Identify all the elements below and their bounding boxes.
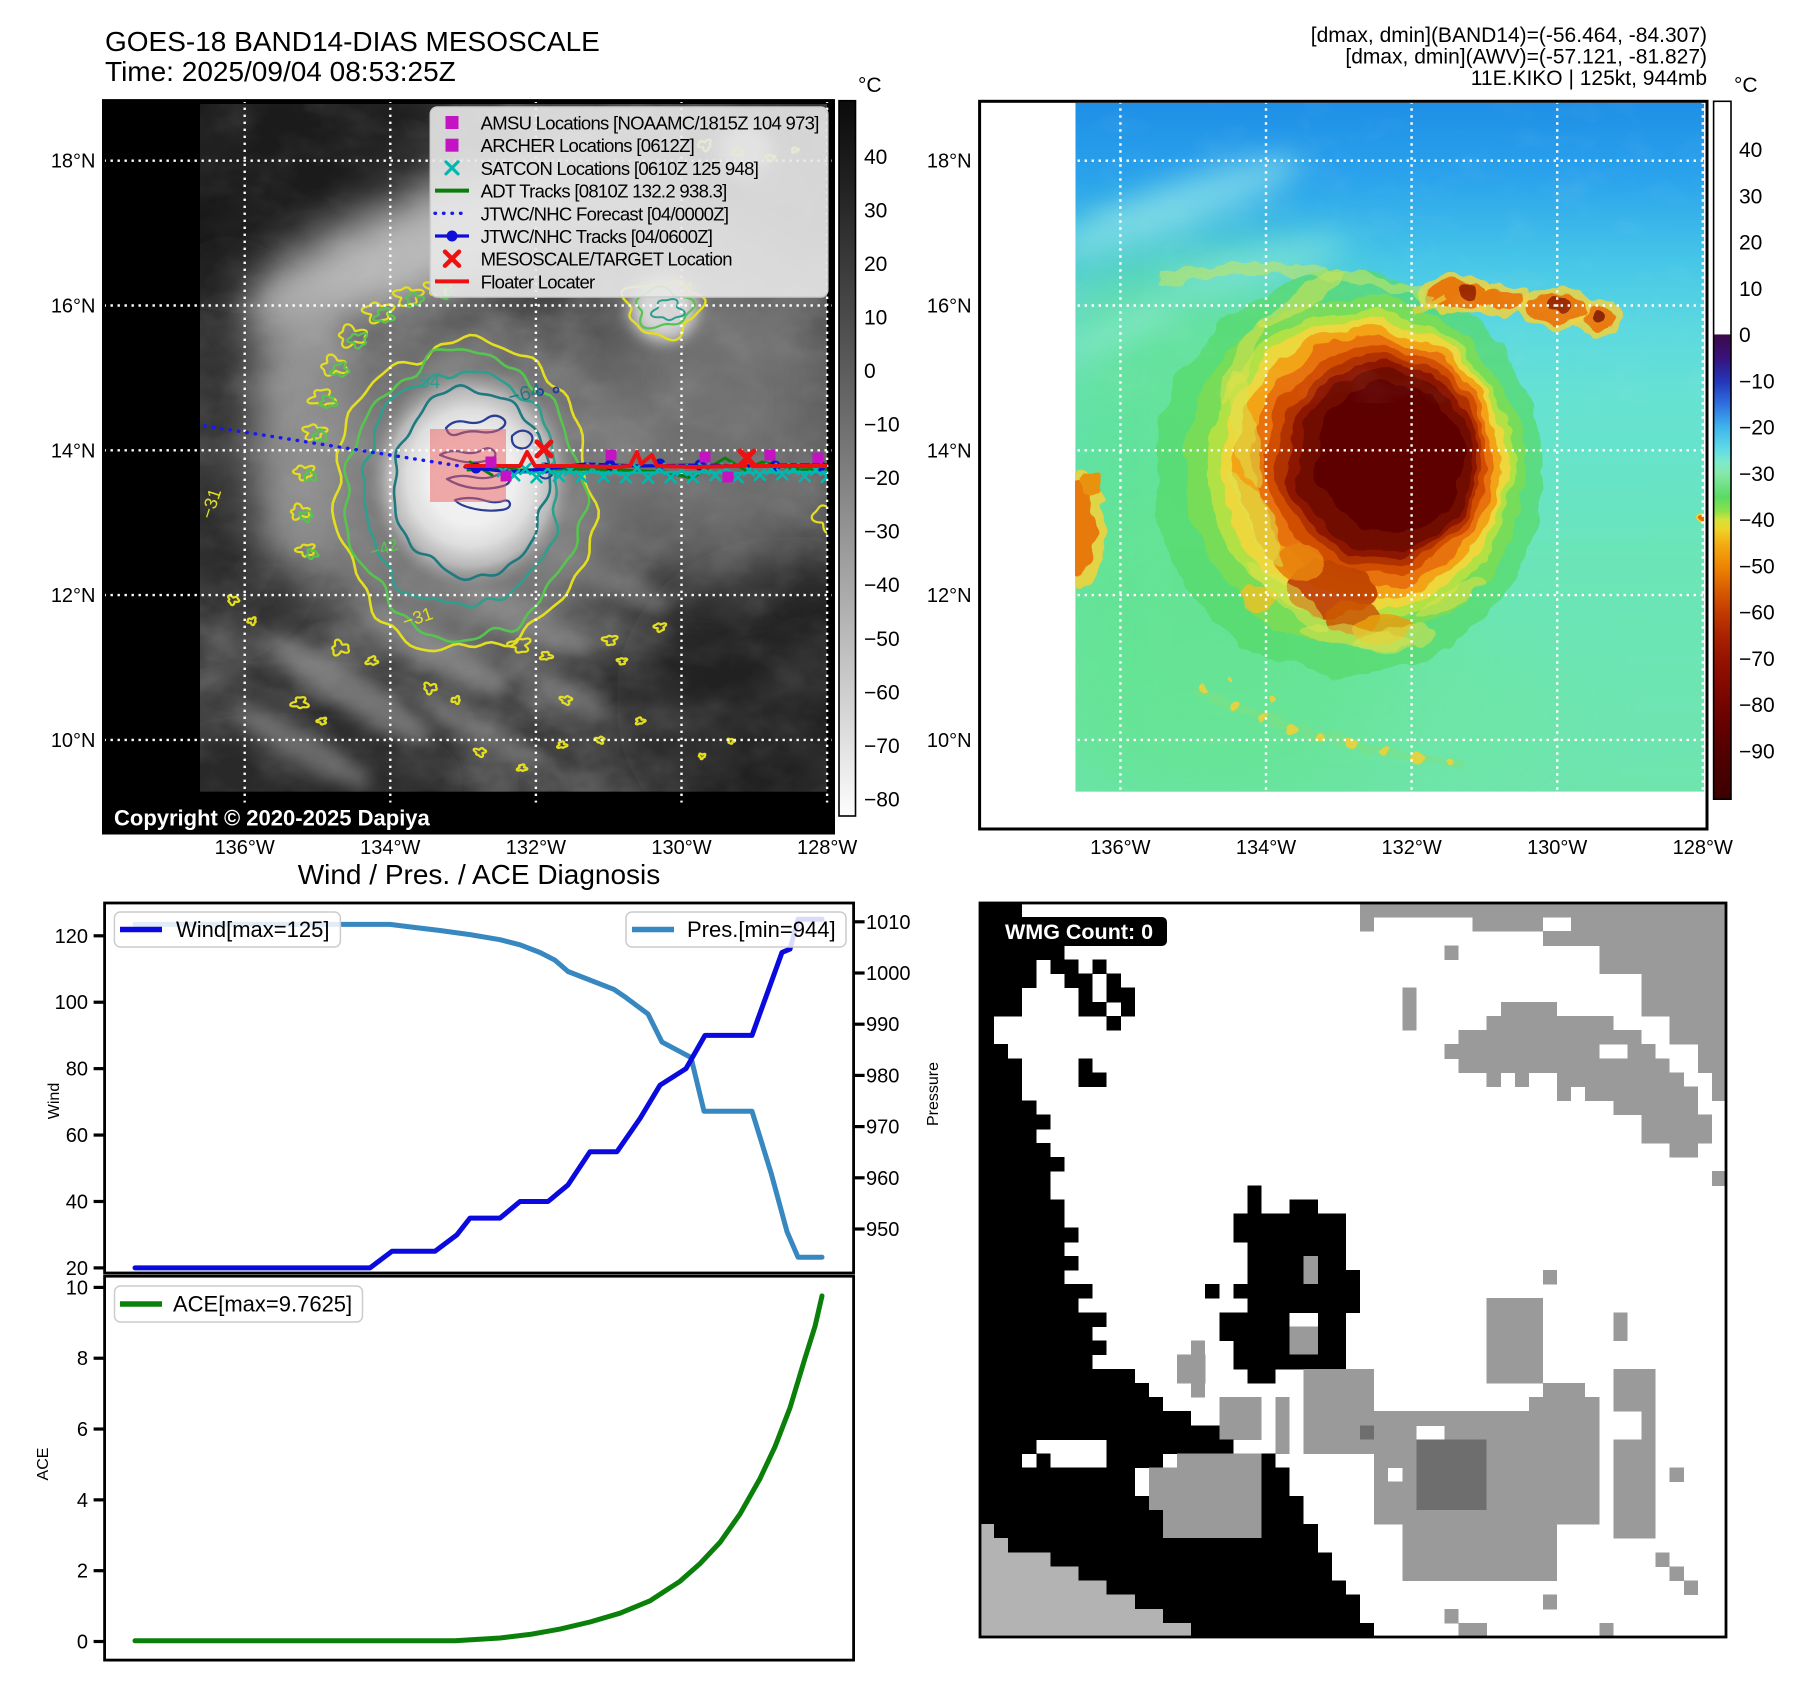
svg-text:80: 80 bbox=[66, 1059, 88, 1081]
svg-text:−54: −54 bbox=[408, 372, 441, 393]
svg-text:18°N: 18°N bbox=[927, 151, 972, 173]
svg-text:−10: −10 bbox=[1739, 370, 1775, 393]
svg-text:−40: −40 bbox=[864, 574, 900, 597]
svg-text:980: 980 bbox=[866, 1065, 899, 1087]
svg-text:Wind / Pres. / ACE Diagnosis: Wind / Pres. / ACE Diagnosis bbox=[298, 859, 661, 890]
svg-text:14°N: 14°N bbox=[51, 440, 96, 462]
svg-text:Copyright © 2020-2025 Dapiya: Copyright © 2020-2025 Dapiya bbox=[114, 806, 431, 831]
svg-text:960: 960 bbox=[866, 1168, 899, 1190]
svg-text:4: 4 bbox=[77, 1490, 88, 1512]
svg-text:128°W: 128°W bbox=[797, 837, 857, 859]
svg-text:Wind[max=125]: Wind[max=125] bbox=[176, 917, 329, 942]
svg-text:10: 10 bbox=[1739, 278, 1762, 301]
svg-text:12°N: 12°N bbox=[927, 585, 972, 607]
svg-text:20: 20 bbox=[864, 253, 887, 276]
svg-text:10°N: 10°N bbox=[927, 730, 972, 752]
svg-text:40: 40 bbox=[1739, 139, 1762, 162]
svg-text:−20: −20 bbox=[1739, 417, 1775, 440]
svg-text:Pres.[min=944]: Pres.[min=944] bbox=[687, 917, 836, 942]
svg-text:Floater Locater: Floater Locater bbox=[481, 271, 595, 292]
svg-text:Time: 2025/09/04 08:53:25Z: Time: 2025/09/04 08:53:25Z bbox=[105, 56, 456, 87]
svg-text:−70: −70 bbox=[864, 735, 900, 758]
svg-text:11E.KIKO | 125kt, 944mb: 11E.KIKO | 125kt, 944mb bbox=[1471, 67, 1707, 90]
svg-text:−30: −30 bbox=[864, 521, 900, 544]
svg-text:MESOSCALE/TARGET Location: MESOSCALE/TARGET Location bbox=[481, 249, 733, 270]
svg-text:128°W: 128°W bbox=[1673, 837, 1733, 859]
svg-text:−60: −60 bbox=[1739, 602, 1775, 625]
svg-text:−80: −80 bbox=[1739, 694, 1775, 717]
svg-text:−30: −30 bbox=[1739, 463, 1775, 486]
svg-text:134°W: 134°W bbox=[360, 837, 420, 859]
svg-text:Wind: Wind bbox=[46, 1083, 63, 1119]
svg-text:10°N: 10°N bbox=[51, 730, 96, 752]
svg-text:[dmax, dmin](AWV)=(-57.121, -8: [dmax, dmin](AWV)=(-57.121, -81.827) bbox=[1345, 46, 1707, 69]
svg-text:132°W: 132°W bbox=[506, 837, 566, 859]
svg-text:−50: −50 bbox=[864, 628, 900, 651]
svg-text:136°W: 136°W bbox=[1090, 837, 1150, 859]
svg-text:950: 950 bbox=[866, 1219, 899, 1241]
svg-text:−50: −50 bbox=[1739, 555, 1775, 578]
svg-text:16°N: 16°N bbox=[51, 296, 96, 318]
svg-text:30: 30 bbox=[1739, 185, 1762, 208]
svg-text:132°W: 132°W bbox=[1381, 837, 1441, 859]
svg-text:AMSU Locations [NOAAMC/1815Z 1: AMSU Locations [NOAAMC/1815Z 104 973] bbox=[481, 113, 819, 134]
svg-text:ADT Tracks [0810Z 132.2 938.3]: ADT Tracks [0810Z 132.2 938.3] bbox=[481, 181, 727, 202]
svg-text:0: 0 bbox=[77, 1632, 88, 1654]
svg-text:134°W: 134°W bbox=[1236, 837, 1296, 859]
svg-text:120: 120 bbox=[55, 926, 88, 948]
svg-text:990: 990 bbox=[866, 1014, 899, 1036]
svg-text:ACE[max=9.7625]: ACE[max=9.7625] bbox=[173, 1292, 352, 1317]
svg-text:°C: °C bbox=[1734, 74, 1758, 97]
svg-text:30: 30 bbox=[864, 199, 887, 222]
svg-text:40: 40 bbox=[864, 146, 887, 169]
svg-text:16°N: 16°N bbox=[927, 296, 972, 318]
svg-text:136°W: 136°W bbox=[215, 837, 275, 859]
svg-text:12°N: 12°N bbox=[51, 585, 96, 607]
svg-text:−40: −40 bbox=[1739, 509, 1775, 532]
svg-text:20: 20 bbox=[1739, 232, 1762, 255]
svg-text:JTWC/NHC Forecast [04/0000Z]: JTWC/NHC Forecast [04/0000Z] bbox=[481, 203, 729, 224]
svg-text:WMG Count: 0: WMG Count: 0 bbox=[1005, 920, 1153, 944]
svg-text:60: 60 bbox=[66, 1125, 88, 1147]
svg-text:130°W: 130°W bbox=[1527, 837, 1587, 859]
svg-text:−70: −70 bbox=[1739, 648, 1775, 671]
svg-text:10: 10 bbox=[66, 1277, 88, 1299]
svg-text:14°N: 14°N bbox=[927, 440, 972, 462]
svg-text:[dmax, dmin](BAND14)=(-56.464,: [dmax, dmin](BAND14)=(-56.464, -84.307) bbox=[1311, 24, 1707, 47]
svg-text:ARCHER Locations [0612Z]: ARCHER Locations [0612Z] bbox=[481, 135, 695, 156]
svg-text:ACE: ACE bbox=[35, 1448, 52, 1481]
svg-text:°C: °C bbox=[858, 74, 882, 97]
svg-text:20: 20 bbox=[66, 1258, 88, 1280]
svg-text:8: 8 bbox=[77, 1348, 88, 1370]
svg-text:−80: −80 bbox=[864, 788, 900, 811]
svg-text:2: 2 bbox=[77, 1561, 88, 1583]
svg-text:100: 100 bbox=[55, 992, 88, 1014]
svg-text:GOES-18 BAND14-DIAS MESOSCALE: GOES-18 BAND14-DIAS MESOSCALE bbox=[105, 26, 600, 57]
svg-text:6: 6 bbox=[77, 1419, 88, 1441]
svg-text:SATCON Locations [0610Z 125 94: SATCON Locations [0610Z 125 948] bbox=[481, 158, 759, 179]
svg-text:−10: −10 bbox=[864, 414, 900, 437]
svg-text:Pressure: Pressure bbox=[925, 1062, 942, 1126]
svg-text:0: 0 bbox=[864, 360, 876, 383]
svg-text:−20: −20 bbox=[864, 467, 900, 490]
svg-text:40: 40 bbox=[66, 1191, 88, 1213]
svg-text:−90: −90 bbox=[1739, 740, 1775, 763]
svg-text:970: 970 bbox=[866, 1117, 899, 1139]
svg-text:1010: 1010 bbox=[866, 912, 911, 934]
svg-text:−60: −60 bbox=[864, 681, 900, 704]
svg-text:130°W: 130°W bbox=[651, 837, 711, 859]
svg-text:1000: 1000 bbox=[866, 963, 911, 985]
svg-text:0: 0 bbox=[1739, 324, 1751, 347]
svg-text:10: 10 bbox=[864, 306, 887, 329]
svg-text:JTWC/NHC Tracks [04/0600Z]: JTWC/NHC Tracks [04/0600Z] bbox=[481, 226, 713, 247]
svg-text:18°N: 18°N bbox=[51, 151, 96, 173]
